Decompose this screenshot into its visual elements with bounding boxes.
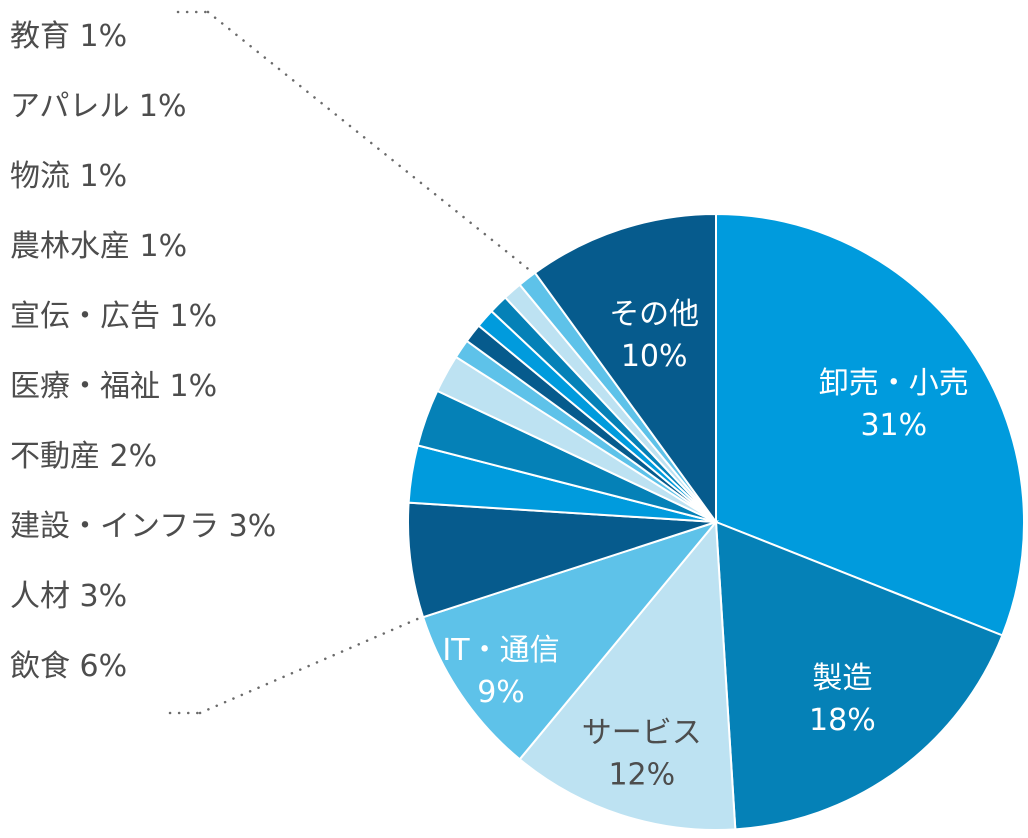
slice-value-3: 12% [608,757,675,792]
legend-item-10: 飲食 6% [10,649,127,684]
connector-bottom-b [198,615,424,715]
legend-item-3: 物流 1% [10,159,127,194]
pie-slice-15 [533,212,717,526]
legend-item-2: アパレル 1% [10,89,187,124]
pie-slice-2 [714,520,1004,831]
legend: 教育 1% アパレル 1% 物流 1% 農林水産 1% 宣伝・広告 1% 医療・福祉 1%… [10,19,276,684]
legend-item-9: 人材 3% [10,579,127,614]
connector-top-b [206,10,534,274]
pie-slice-4 [421,519,719,761]
pie-slices [407,212,1025,831]
slice-label-4: IT・通信 [442,633,559,668]
slice-label-2: 製造 [812,661,872,696]
legend-item-5: 宣伝・広告 1% [10,299,217,334]
inside-labels: 卸売・小売 31% 製造 18% サービス 12% IT・通信 9% その他 10% [442,297,968,793]
legend-item-7: 不動産 2% [10,439,157,474]
slice-label-1: 卸売・小売 [819,366,969,401]
legend-item-1: 教育 1% [10,19,127,54]
slice-value-2: 18% [809,703,876,738]
slice-value-4: 9% [477,675,525,710]
legend-item-6: 医療・福祉 1% [10,369,217,404]
legend-item-8: 建設・インフラ 3% [10,509,276,544]
pie-slice-3 [518,519,737,831]
slice-label-15: その他 [609,297,699,332]
pie-slice-1 [715,212,1025,637]
legend-item-4: 農林水産 1% [10,229,187,264]
legend-connectors [168,10,534,715]
slice-label-3: サービス [582,715,702,750]
slice-value-15: 10% [621,339,688,374]
slice-value-1: 31% [860,408,927,443]
